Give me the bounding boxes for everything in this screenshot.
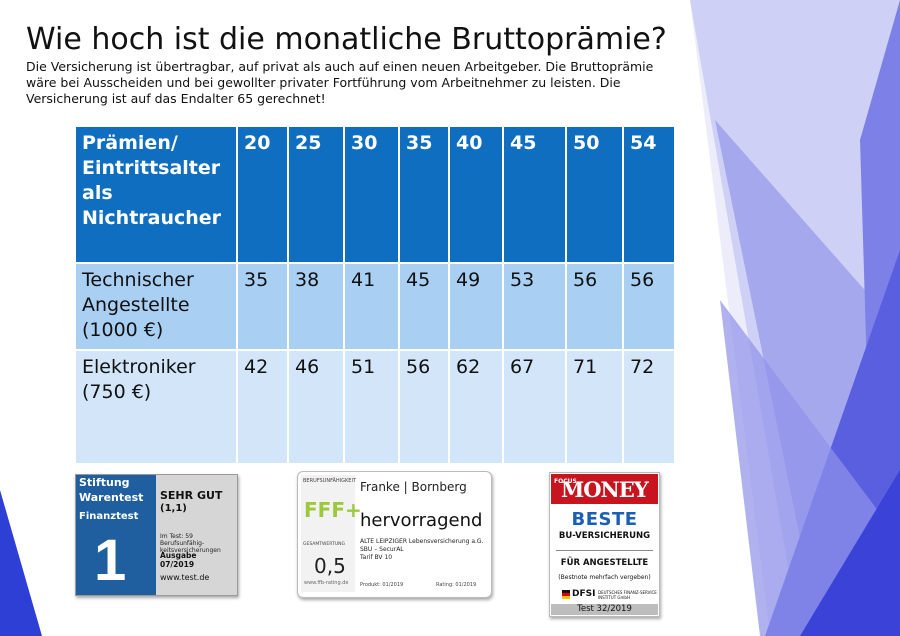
- badge-big-grade: 1: [94, 528, 127, 593]
- badge-rating-date: Rating: 01/2019: [436, 582, 477, 588]
- badge-brand: Franke | Bornberg: [360, 480, 467, 494]
- table-row: Technischer Angestellte (1000 €) 35 38 4…: [74, 262, 676, 351]
- value-cell: 42: [236, 349, 289, 465]
- badge-note: Im Test: 59 Berufsunfähig-keitsversicher…: [160, 533, 221, 554]
- badge-score: (1,1): [160, 503, 187, 514]
- page-title: Wie hoch ist die monatliche Bruttoprämie…: [26, 22, 667, 57]
- age-cell: 54: [622, 125, 676, 264]
- badge-total: 0,5: [314, 554, 346, 578]
- badge-issue: Ausgabe 07/2019: [160, 551, 197, 569]
- value-cell: 67: [502, 349, 567, 465]
- value-cell: 71: [565, 349, 624, 465]
- age-cell: 40: [448, 125, 504, 264]
- age-cell: 50: [565, 125, 624, 264]
- badge-issue-value: 07/2019: [160, 560, 195, 569]
- badge-product-type: BU-VERSICHERUNG: [558, 531, 651, 541]
- value-cell: 56: [565, 262, 624, 351]
- badge-rating: FFF+: [304, 498, 362, 522]
- badge-dfsi: DFSI: [572, 589, 596, 599]
- german-flag-icon: [562, 590, 570, 599]
- badge-grade: SEHR GUT: [160, 489, 223, 502]
- stiftung-warentest-badge: Stiftung Warentest Finanztest 1 SEHR GUT…: [75, 474, 238, 596]
- value-cell: 56: [622, 262, 676, 351]
- badge-category: BERUFSUNFÄHIGKEIT: [303, 478, 356, 484]
- age-cell: 45: [502, 125, 567, 264]
- badge-tariff: Tarif BV 10: [360, 554, 393, 561]
- badge-org-line2: Warentest: [79, 491, 144, 504]
- table-row: Elektroniker (750 €) 42 46 51 56 62 67 7…: [74, 349, 676, 465]
- value-cell: 53: [502, 262, 567, 351]
- row-label-cell: Technischer Angestellte (1000 €): [74, 262, 238, 351]
- badge-focus-word: FOCUS: [554, 478, 577, 485]
- badge-product: SBU – SecurAL: [360, 546, 404, 553]
- badge-org-line1: Stiftung: [79, 476, 130, 489]
- age-cell: 20: [236, 125, 289, 264]
- badge-url: www.test.de: [160, 573, 210, 582]
- focus-money-badge: FOCUS MONEY BESTE BU-VERSICHERUNG FÜR AN…: [549, 472, 660, 617]
- left-corner-triangle: [0, 490, 42, 636]
- right-corner-dark: [800, 470, 900, 636]
- badge-target-group: FÜR ANGESTELLTE: [560, 558, 649, 568]
- badge-rating-panel: [301, 475, 355, 592]
- value-cell: 46: [287, 349, 345, 465]
- value-cell: 45: [398, 262, 450, 351]
- badge-verdict: hervorragend: [360, 510, 483, 531]
- age-cell: 25: [287, 125, 345, 264]
- table-header-row: Prämien/ Eintrittsalter als Nichtraucher…: [74, 125, 676, 264]
- badge-blue-panel: Stiftung Warentest Finanztest 1: [76, 475, 156, 595]
- badge-masthead: FOCUS MONEY: [551, 474, 658, 504]
- badge-money-word: MONEY: [561, 477, 649, 502]
- page-subtitle: Die Versicherung ist übertragbar, auf pr…: [26, 59, 654, 106]
- value-cell: 41: [343, 262, 400, 351]
- header-label-cell: Prämien/ Eintrittsalter als Nichtraucher: [74, 125, 238, 264]
- value-cell: 56: [398, 349, 450, 465]
- badge-divider: [556, 550, 653, 551]
- age-cell: 35: [398, 125, 450, 264]
- value-cell: 62: [448, 349, 504, 465]
- row-label-cell: Elektroniker (750 €): [74, 349, 238, 465]
- badge-beste: BESTE: [571, 509, 638, 530]
- value-cell: 38: [287, 262, 345, 351]
- badge-issue-label: Ausgabe: [160, 551, 197, 560]
- badge-org-line3: Finanztest: [79, 511, 139, 522]
- value-cell: 49: [448, 262, 504, 351]
- value-cell: 35: [236, 262, 289, 351]
- badge-note: (Bestnote mehrfach vergeben): [558, 574, 651, 581]
- badge-total-label: GESAMTWERTUNG: [303, 542, 345, 547]
- badge-product-date: Produkt: 01/2019: [360, 582, 404, 588]
- franke-bornberg-badge: BERUFSUNFÄHIGKEIT FFF+ GESAMTWERTUNG 0,5…: [297, 471, 492, 598]
- badge-dfsi-sub: DEUTSCHES FINANZ-SERVICE INSTITUT GmbH: [598, 590, 657, 600]
- badge-test: Test 32/2019: [551, 604, 658, 615]
- value-cell: 51: [343, 349, 400, 465]
- premium-table: Prämien/ Eintrittsalter als Nichtraucher…: [74, 125, 676, 465]
- age-cell: 30: [343, 125, 400, 264]
- value-cell: 72: [622, 349, 676, 465]
- badge-insurer: ALTE LEIPZIGER Lebensversicherung a.G.: [360, 538, 484, 545]
- badge-url: www.ffb-rating.de: [304, 580, 349, 586]
